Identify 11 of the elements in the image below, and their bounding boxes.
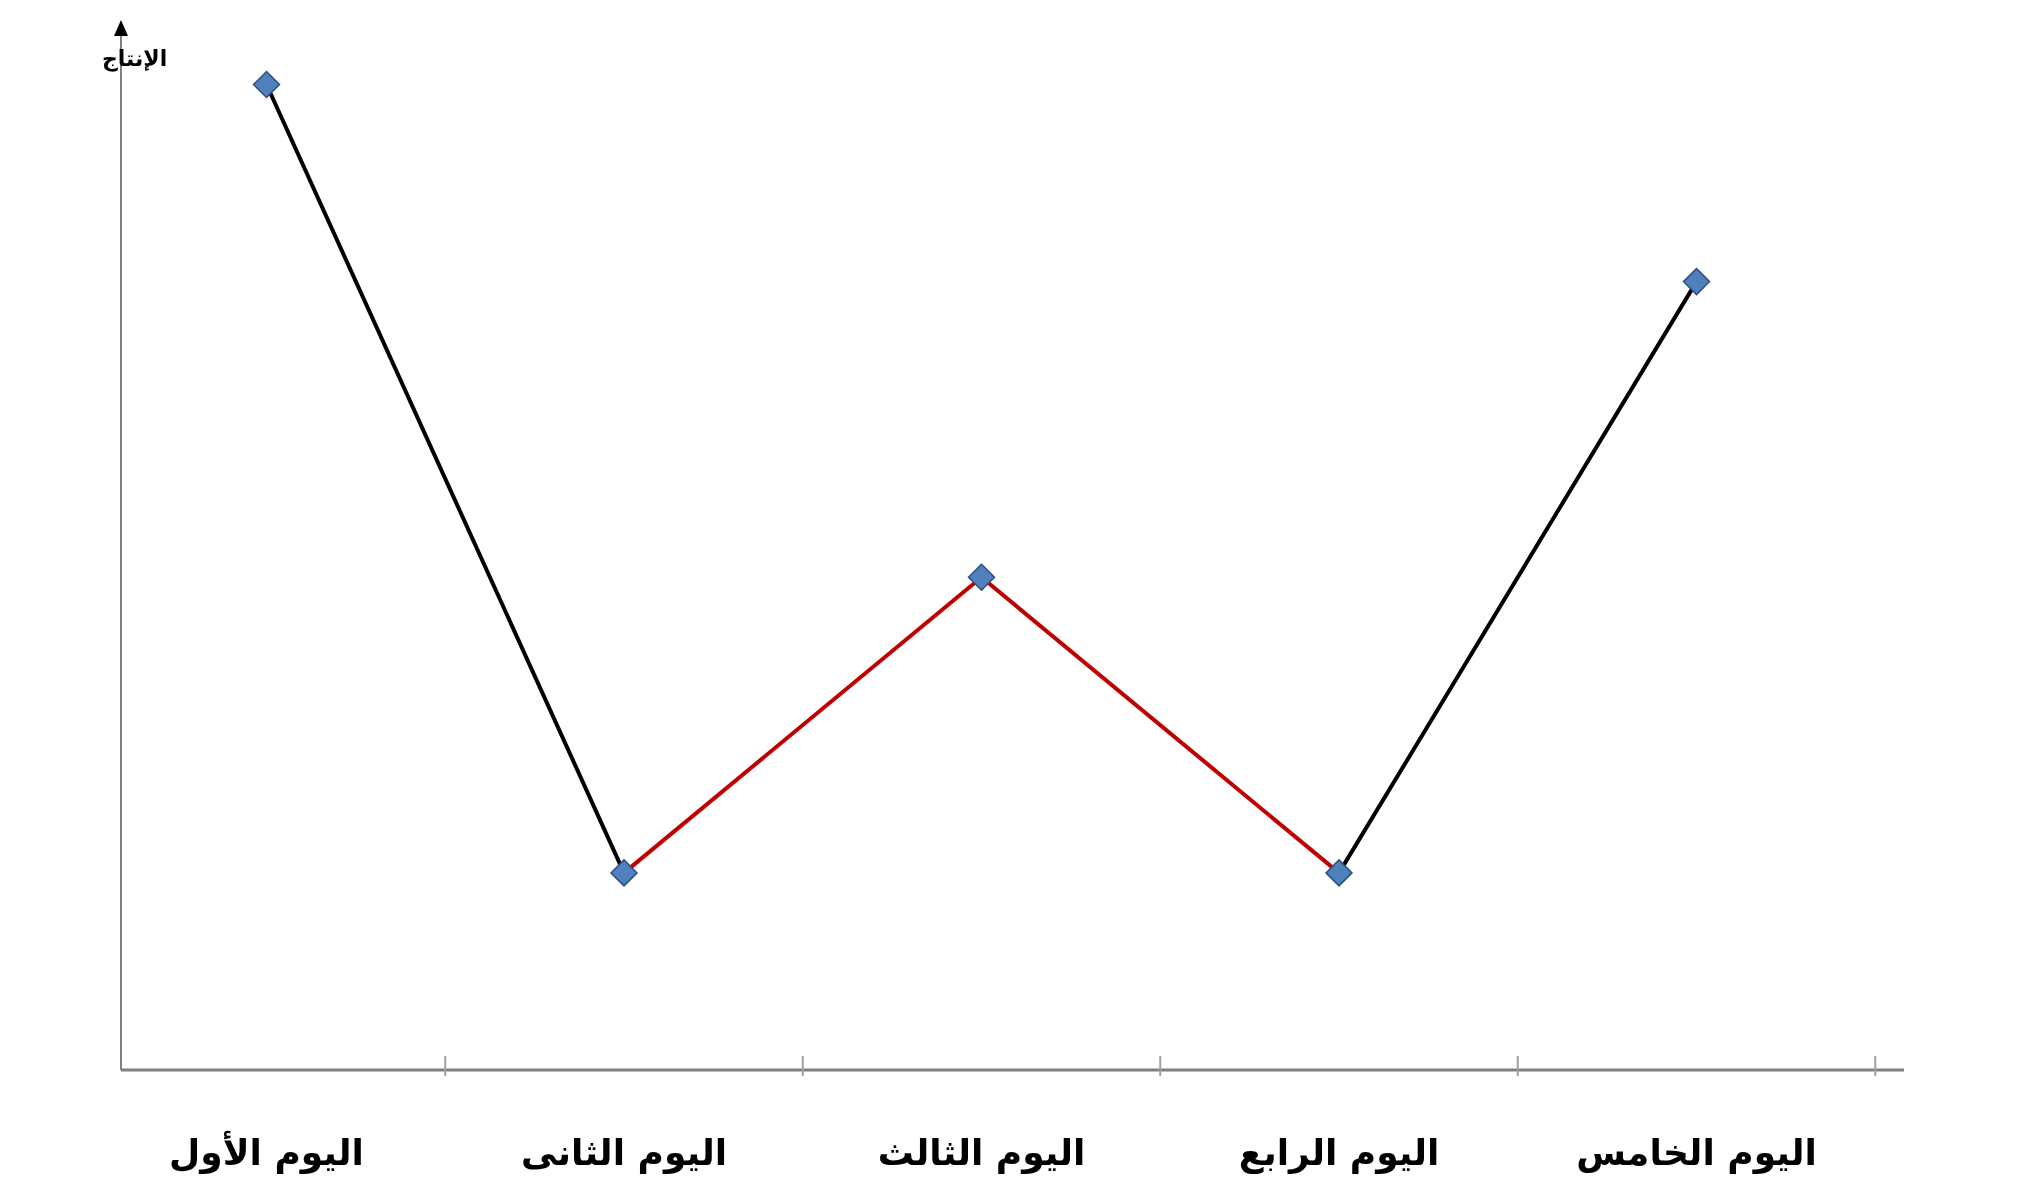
x-tick-label: اليوم الرابع (1238, 1132, 1440, 1174)
point (252, 70, 281, 99)
point (1325, 859, 1353, 887)
x-tick-label: اليوم الخامس (1576, 1132, 1817, 1174)
point (967, 563, 996, 591)
x-tick-label: اليوم الأول (169, 1130, 364, 1174)
x-tick-label: اليوم الثانى (520, 1132, 728, 1174)
point (610, 859, 638, 887)
y-axis-title: الإنتاج (102, 46, 168, 72)
point (1682, 267, 1711, 296)
x-tick-label: اليوم الثالث (877, 1132, 1086, 1174)
